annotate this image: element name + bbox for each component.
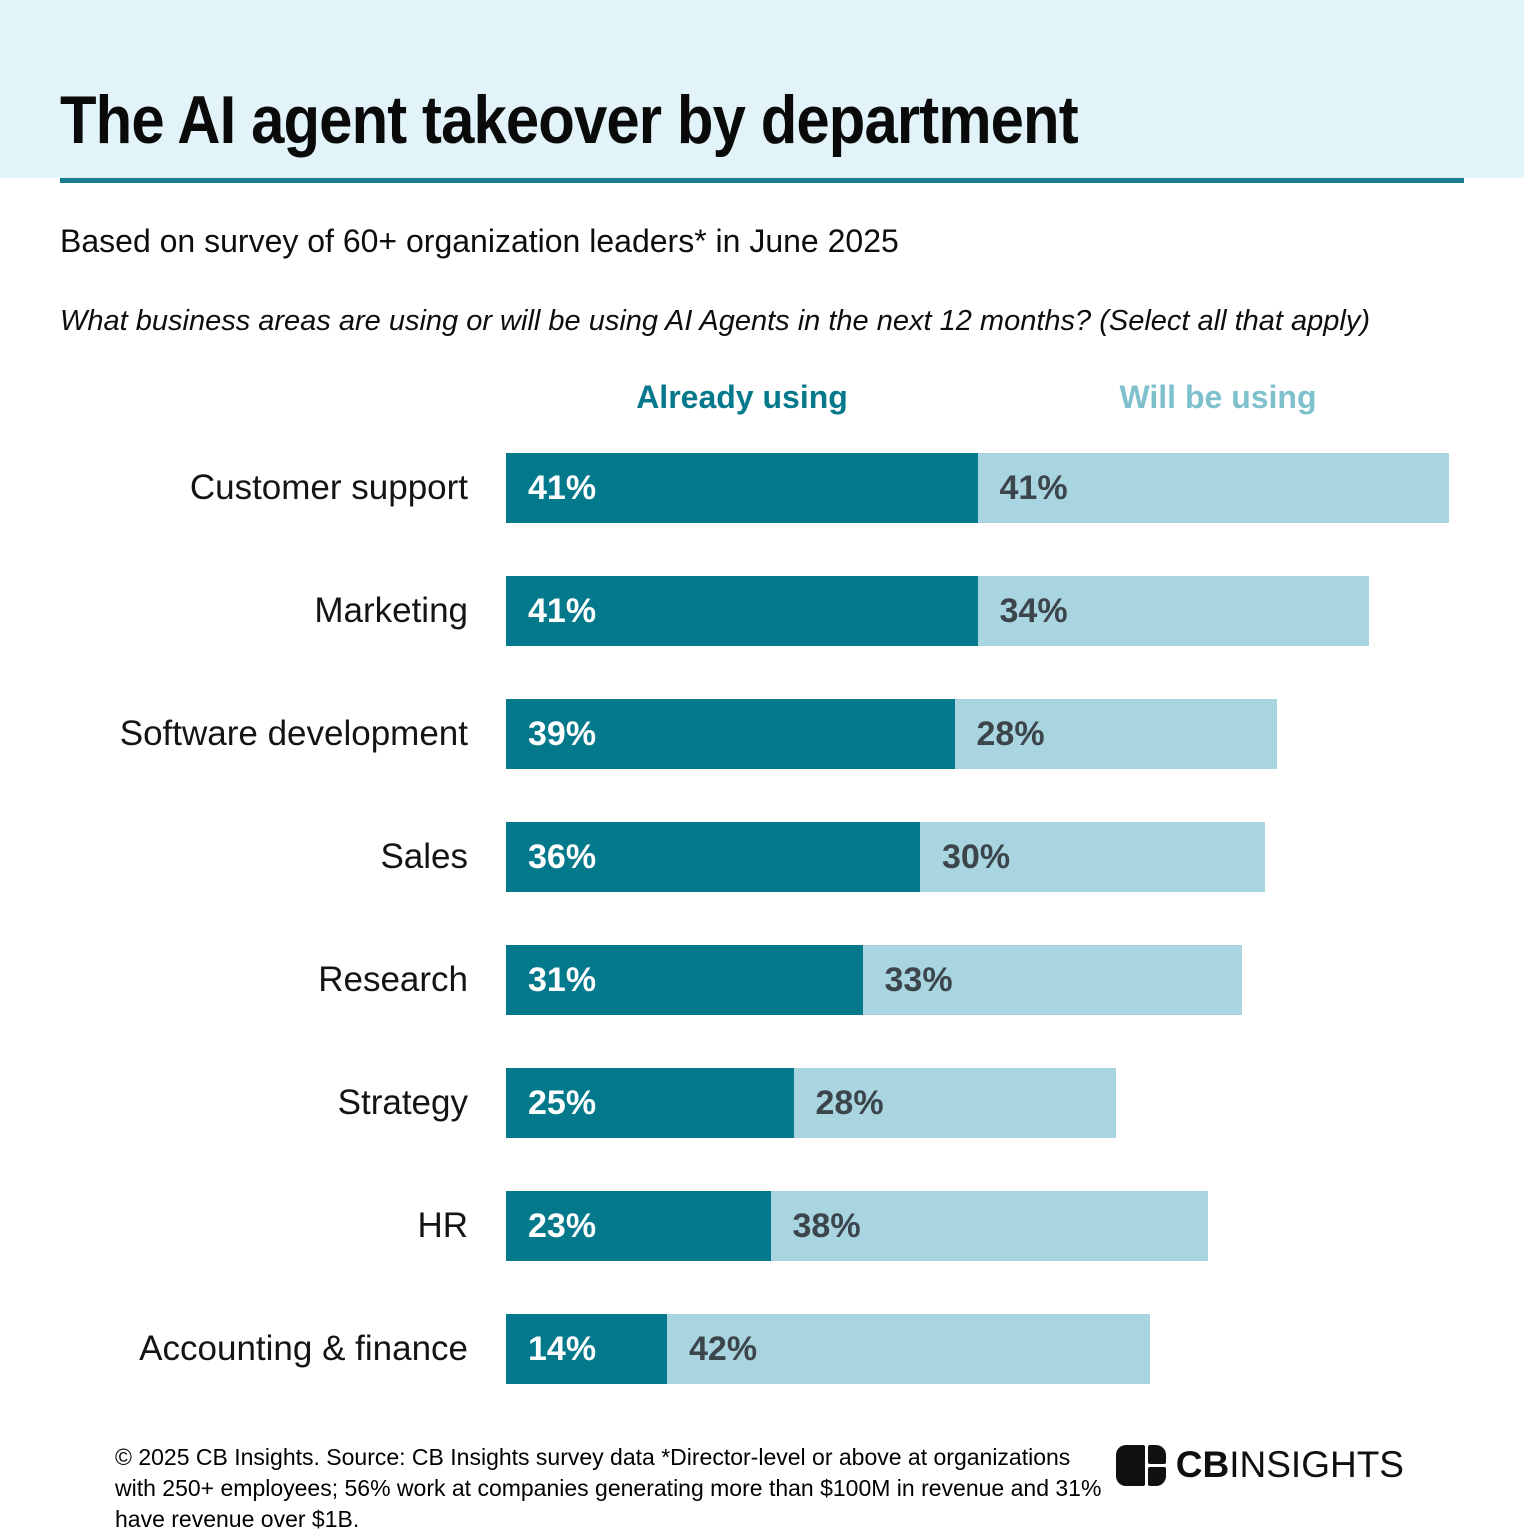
value-label: 41% [528,468,597,507]
bar-segment-already-using: 41% [506,453,978,523]
bar-segment-already-using: 23% [506,1191,771,1261]
category-label: Software development [119,713,468,753]
bar-group: 23% 38% [506,1191,1208,1261]
bar-group: 39% 28% [506,699,1277,769]
legend-already-using: Already using [636,379,848,415]
bar-group: 14% 42% [506,1314,1150,1384]
value-label: 31% [528,960,597,999]
bar-group: 41% 34% [506,576,1369,646]
footer: © 2025 CB Insights. Source: CB Insights … [60,1442,1464,1535]
value-label: 39% [528,714,597,753]
logo-cb: CB [1175,1444,1230,1485]
chart-row: Strategy 25% 28% [60,1068,1464,1138]
value-label: 23% [528,1206,597,1245]
chart-row: Marketing 41% 34% [60,576,1464,646]
bar-segment-will-be-using: 41% [977,453,1449,523]
bar-segment-already-using: 31% [506,945,863,1015]
value-label: 25% [528,1083,597,1122]
bar-segment-already-using: 41% [506,576,978,646]
value-label: 34% [999,591,1068,630]
cbinsights-logo: CBINSIGHTS [1115,1444,1404,1486]
bar-segment-already-using: 36% [506,822,920,892]
chart-legend: Already using Will be using [60,379,1464,419]
category-label: Strategy [337,1082,468,1122]
category-label: Research [318,959,468,999]
category-label: Customer support [189,467,468,507]
bar-segment-already-using: 25% [506,1068,794,1138]
category-label: Accounting & finance [139,1328,468,1368]
cbinsights-logo-text: CBINSIGHTS [1176,1444,1404,1486]
bar-segment-will-be-using: 28% [793,1068,1116,1138]
survey-question: What business areas are using or will be… [60,305,1370,337]
value-label: 14% [528,1329,597,1368]
value-label: 36% [528,837,597,876]
chart-row: Sales 36% 30% [60,822,1464,892]
category-label: Marketing [314,590,468,630]
bar-segment-already-using: 39% [506,699,955,769]
chart-row: Software development 39% 28% [60,699,1464,769]
value-label: 28% [976,714,1045,753]
value-label: 33% [884,960,953,999]
chart-row: Research 31% 33% [60,945,1464,1015]
logo-insights: INSIGHTS [1229,1444,1404,1485]
cbinsights-logo-icon [1115,1444,1166,1486]
value-label: 41% [528,591,597,630]
bar-segment-will-be-using: 28% [954,699,1277,769]
legend-will-be-using: Will be using [1119,379,1317,415]
bar-group: 41% 41% [506,453,1449,523]
category-label: Sales [380,836,468,876]
chart-row: Customer support 41% 41% [60,453,1464,523]
source-note: © 2025 CB Insights. Source: CB Insights … [115,1444,1102,1532]
chart-row: Accounting & finance 14% 42% [60,1314,1464,1384]
stacked-bar-chart: Customer support 41% 41% Marketing 41% 34% Sof… [60,453,1464,1384]
header-divider [60,178,1464,183]
bar-group: 31% 33% [506,945,1242,1015]
bar-segment-will-be-using: 34% [977,576,1369,646]
value-label: 38% [792,1206,861,1245]
bar-segment-will-be-using: 42% [667,1314,1150,1384]
chart-row: HR 23% 38% [60,1191,1464,1261]
bar-group: 36% 30% [506,822,1265,892]
value-label: 28% [815,1083,884,1122]
page-title: The AI agent takeover by department [60,82,1079,158]
value-label: 30% [942,837,1011,876]
bar-segment-already-using: 14% [506,1314,667,1384]
title-banner: The AI agent takeover by department [0,0,1524,178]
bar-segment-will-be-using: 38% [770,1191,1208,1261]
bar-segment-will-be-using: 33% [862,945,1242,1015]
category-label: HR [417,1205,468,1245]
bar-group: 25% 28% [506,1068,1116,1138]
value-label: 41% [999,468,1068,507]
value-label: 42% [689,1329,758,1368]
bar-segment-will-be-using: 30% [920,822,1265,892]
chart-content: Based on survey of 60+ organization lead… [0,221,1524,1535]
survey-subtitle: Based on survey of 60+ organization lead… [60,223,899,259]
